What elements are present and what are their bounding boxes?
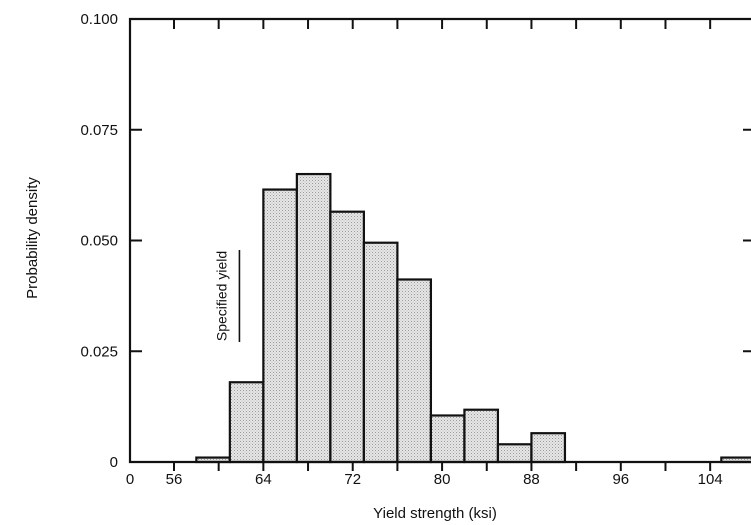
- y-tick-label: 0.100: [80, 11, 118, 28]
- x-tick-label: 0: [126, 471, 134, 488]
- x-axis-title: Yield strength (ksi): [373, 505, 497, 522]
- y-axis-title: Probability density: [24, 177, 41, 299]
- specified-yield-label: Specified yield: [213, 251, 229, 341]
- histogram-bar: [530, 432, 567, 464]
- plot-frame: [128, 17, 751, 464]
- histogram-bar: [496, 443, 533, 464]
- histogram-bar: [295, 172, 332, 464]
- x-tick-label: 80: [434, 471, 451, 488]
- ticks-layer: [130, 19, 751, 471]
- x-tick-label: 64: [255, 471, 272, 488]
- bars-layer: [195, 172, 751, 464]
- labels-layer: 0 56 64 72 80 88 96 104 0 0.025 0.050 0.075 0.100: [80, 11, 722, 488]
- y-tick-label: 0.075: [80, 122, 118, 139]
- histogram-bar: [396, 278, 433, 464]
- histogram-bar: [429, 414, 466, 464]
- histogram-bar: [329, 210, 365, 464]
- x-tick-label: 72: [344, 471, 361, 488]
- y-tick-label: 0.025: [80, 343, 118, 360]
- x-tick-label: 56: [166, 471, 183, 488]
- histogram-bar: [362, 241, 399, 464]
- x-tick-label: 88: [523, 471, 540, 488]
- y-tick-label: 0: [110, 454, 118, 471]
- x-tick-label: 104: [698, 471, 723, 488]
- histogram-bar: [262, 188, 298, 464]
- y-tick-label: 0.050: [80, 233, 118, 250]
- histogram-bar: [228, 381, 265, 464]
- x-tick-label: 96: [612, 471, 629, 488]
- histogram-bar: [463, 408, 500, 464]
